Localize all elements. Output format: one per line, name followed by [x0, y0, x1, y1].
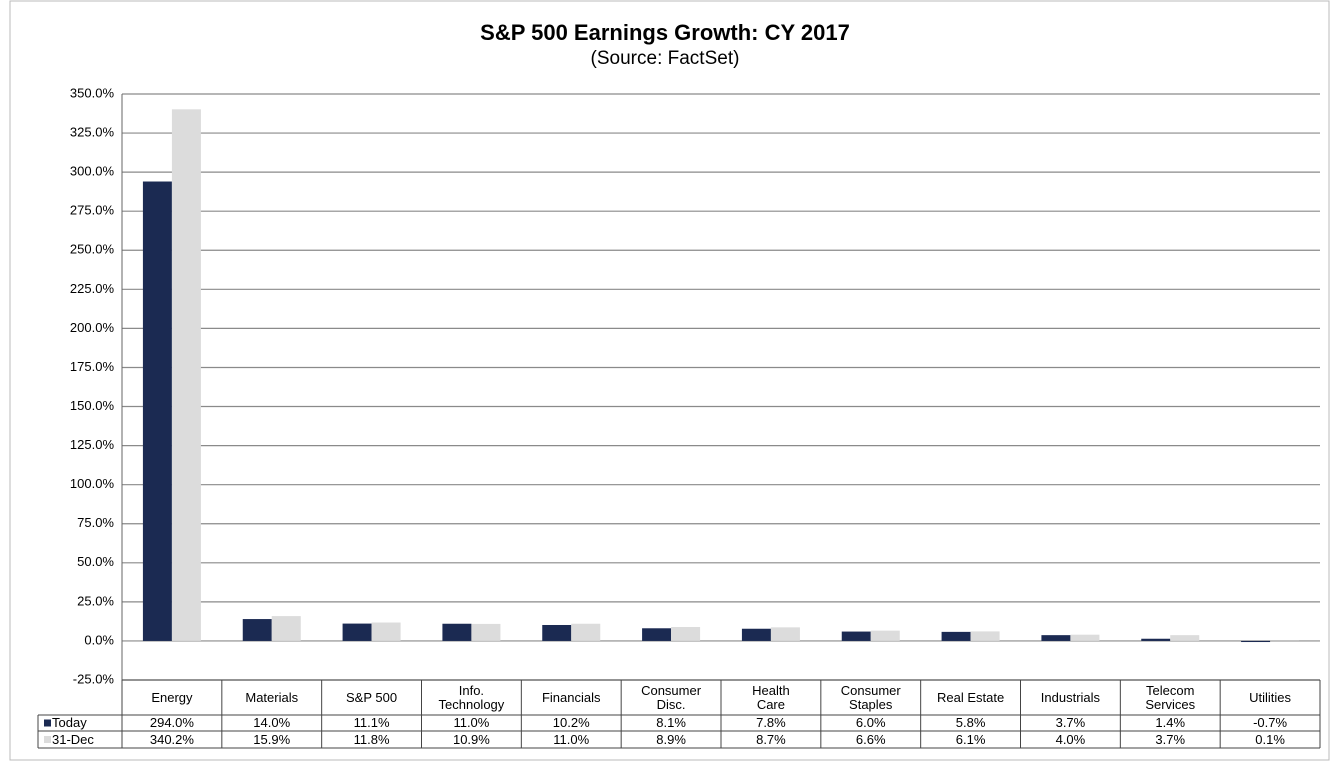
- y-tick-label: 125.0%: [70, 437, 115, 452]
- y-tick-label: 100.0%: [70, 476, 115, 491]
- legend-label: Today: [52, 715, 87, 730]
- bar: [142, 181, 172, 641]
- data-label: 10.9%: [452, 731, 490, 747]
- x-tick-label: Industrials: [1040, 689, 1101, 705]
- y-tick-label: 200.0%: [70, 320, 115, 335]
- bar: [342, 623, 372, 641]
- bar: [1241, 640, 1271, 643]
- y-tick-label: 225.0%: [70, 281, 115, 296]
- data-label: 14.0%: [253, 715, 291, 730]
- bar: [1070, 634, 1100, 641]
- bar: [671, 627, 701, 641]
- y-tick-label: 25.0%: [77, 593, 114, 608]
- data-label: 6.1%: [955, 731, 986, 747]
- data-label: 4.0%: [1055, 731, 1086, 747]
- x-tick-label: Health Care: [752, 682, 790, 712]
- x-tick-label: Real Estate: [936, 689, 1005, 705]
- data-label: 6.0%: [855, 715, 886, 730]
- bar: [970, 631, 1000, 641]
- bar: [741, 628, 771, 641]
- data-label: 11.0%: [553, 731, 590, 747]
- bar: [371, 622, 401, 641]
- chart-title: S&P 500 Earnings Growth: CY 2017: [480, 20, 850, 45]
- y-tick-label: 350.0%: [70, 85, 115, 100]
- bar: [642, 628, 672, 641]
- bar: [171, 109, 201, 641]
- data-label: 3.7%: [1055, 715, 1086, 730]
- data-label: 8.9%: [656, 731, 686, 747]
- bar: [242, 619, 272, 641]
- x-tick-label: Utilities: [1249, 689, 1292, 705]
- data-label: 1.4%: [1155, 715, 1186, 730]
- data-label: 340.2%: [149, 731, 194, 747]
- legend-swatch: [44, 719, 51, 727]
- y-tick-label: 300.0%: [70, 164, 115, 179]
- data-label: 15.9%: [253, 731, 291, 747]
- data-label: 11.0%: [453, 715, 490, 730]
- legend-swatch: [44, 736, 51, 743]
- y-tick-label: 325.0%: [70, 125, 115, 140]
- bar: [1041, 635, 1071, 641]
- data-label: 8.7%: [756, 731, 786, 747]
- chart-subtitle: (Source: FactSet): [590, 48, 740, 69]
- bar: [442, 623, 472, 641]
- x-tick-label: Info. Technology: [438, 682, 505, 712]
- y-tick-label: 0.0%: [84, 632, 114, 647]
- bar: [1170, 635, 1200, 641]
- data-label: 0.1%: [1255, 731, 1285, 747]
- bar: [271, 616, 301, 641]
- data-label: 11.8%: [353, 731, 390, 747]
- x-tick-label: Financials: [541, 689, 601, 705]
- y-tick-label: 50.0%: [77, 554, 114, 569]
- x-tick-label: Energy: [151, 689, 193, 705]
- data-label: 11.1%: [353, 715, 390, 730]
- y-tick-label: 250.0%: [70, 242, 115, 257]
- y-tick-label: 75.0%: [77, 515, 114, 530]
- data-label: -0.7%: [1253, 715, 1288, 730]
- y-tick-label: 275.0%: [70, 203, 115, 218]
- x-tick-label: Materials: [245, 689, 299, 705]
- data-label: 10.2%: [552, 715, 590, 730]
- bar: [571, 623, 601, 641]
- frame: [9, 0, 1330, 761]
- data-label: 8.1%: [656, 715, 686, 730]
- bar: [941, 631, 971, 641]
- bar: [1141, 638, 1171, 641]
- bar: [770, 627, 800, 641]
- data-label: 294.0%: [149, 715, 194, 730]
- y-tick-label: 175.0%: [70, 359, 115, 374]
- bar: [471, 623, 501, 641]
- data-label: 3.7%: [1155, 731, 1186, 747]
- data-label: 6.6%: [855, 731, 886, 747]
- data-label: 5.8%: [955, 715, 986, 730]
- bar: [542, 624, 572, 641]
- y-tick-label: -25.0%: [73, 671, 115, 686]
- data-label: 7.8%: [756, 715, 786, 730]
- x-tick-label: Telecom Services: [1145, 682, 1196, 712]
- bar: [841, 631, 871, 641]
- x-tick-label: Consumer Disc.: [641, 682, 702, 712]
- bar: [870, 630, 900, 641]
- x-tick-label: Consumer Staples: [840, 682, 901, 712]
- legend-label: 31-Dec: [52, 731, 94, 747]
- y-tick-label: 150.0%: [70, 398, 115, 413]
- x-tick-label: S&P 500: [346, 689, 398, 705]
